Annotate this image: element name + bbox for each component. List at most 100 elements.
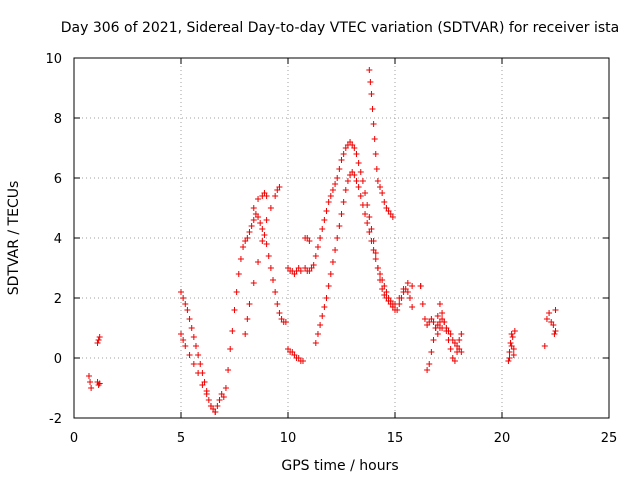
data-point xyxy=(299,358,306,364)
data-point xyxy=(237,256,244,262)
data-point xyxy=(195,352,202,358)
data-point xyxy=(180,295,187,301)
data-point xyxy=(182,301,189,307)
data-point xyxy=(314,331,321,337)
data-point xyxy=(244,316,251,322)
data-point xyxy=(276,184,283,190)
data-point xyxy=(321,304,328,310)
x-tick-label: 0 xyxy=(70,431,78,446)
y-axis-label: SDTVAR / TECUs xyxy=(6,181,22,296)
data-point xyxy=(248,223,255,229)
data-point xyxy=(340,151,347,157)
data-point xyxy=(214,403,221,409)
data-point xyxy=(323,295,330,301)
data-point xyxy=(342,187,349,193)
data-point xyxy=(95,337,102,343)
data-point xyxy=(310,262,317,268)
data-point xyxy=(225,367,232,373)
data-point xyxy=(377,184,384,190)
data-point xyxy=(222,385,229,391)
data-point xyxy=(454,349,461,355)
data-point xyxy=(409,304,416,310)
data-point xyxy=(94,340,101,346)
data-point xyxy=(319,313,326,319)
data-point xyxy=(406,295,413,301)
data-point xyxy=(447,346,454,352)
data-point xyxy=(197,361,204,367)
data-point xyxy=(353,178,360,184)
data-point xyxy=(456,337,463,343)
data-point xyxy=(207,403,214,409)
data-point xyxy=(505,358,512,364)
data-point xyxy=(244,235,251,241)
data-point xyxy=(389,214,396,220)
data-point xyxy=(203,391,210,397)
y-tick-label: -2 xyxy=(49,412,62,427)
data-point xyxy=(246,301,253,307)
data-point xyxy=(417,283,424,289)
data-point xyxy=(362,190,369,196)
data-point xyxy=(227,346,234,352)
data-point xyxy=(362,211,369,217)
data-point xyxy=(329,187,336,193)
data-point xyxy=(229,328,236,334)
data-point xyxy=(434,331,441,337)
data-point xyxy=(439,310,446,316)
data-point xyxy=(359,202,366,208)
data-point xyxy=(359,178,366,184)
data-point xyxy=(325,199,332,205)
data-point xyxy=(344,178,351,184)
y-tick-labels: -2 0 2 4 6 8 10 xyxy=(45,52,62,427)
data-point xyxy=(353,151,360,157)
data-point xyxy=(451,358,458,364)
data-point xyxy=(447,331,454,337)
x-tick-label: 5 xyxy=(177,431,185,446)
data-point xyxy=(369,106,376,112)
data-point xyxy=(510,352,517,358)
data-point xyxy=(321,217,328,223)
y-tick-label: 8 xyxy=(54,112,62,127)
data-point xyxy=(182,343,189,349)
y-tick-label: 2 xyxy=(54,292,62,307)
data-point xyxy=(392,301,398,307)
x-tick-labels: 0 5 10 15 20 25 xyxy=(70,431,617,446)
data-point xyxy=(327,193,334,199)
data-point xyxy=(250,217,257,223)
data-point xyxy=(355,160,362,166)
data-point xyxy=(188,325,195,331)
data-point xyxy=(394,307,401,313)
data-point xyxy=(263,217,270,223)
data-point xyxy=(424,367,431,373)
data-point xyxy=(312,253,319,259)
data-point xyxy=(178,289,184,295)
data-point xyxy=(421,316,428,322)
data-point xyxy=(319,226,326,232)
data-point xyxy=(336,166,343,172)
data-point xyxy=(458,331,465,337)
data-point xyxy=(325,283,332,289)
x-tick-label: 20 xyxy=(494,431,511,446)
data-point xyxy=(190,334,197,340)
data-point xyxy=(434,313,441,319)
data-point xyxy=(327,271,334,277)
x-axis-label: GPS time / hours xyxy=(281,458,398,474)
data-point xyxy=(374,265,381,271)
data-point xyxy=(190,361,197,367)
data-point xyxy=(377,271,384,277)
data-point xyxy=(329,259,336,265)
y-tick-label: 6 xyxy=(54,172,62,187)
data-point xyxy=(552,307,559,313)
data-point xyxy=(332,181,339,187)
data-point xyxy=(332,247,339,253)
data-point xyxy=(436,301,443,307)
data-point xyxy=(428,349,435,355)
data-point xyxy=(85,373,92,379)
data-point xyxy=(367,79,374,85)
data-point xyxy=(374,178,381,184)
data-point xyxy=(263,241,270,247)
data-point xyxy=(445,337,452,343)
data-point xyxy=(351,172,358,178)
data-point xyxy=(381,283,388,289)
data-point xyxy=(274,301,281,307)
data-point xyxy=(366,214,373,220)
